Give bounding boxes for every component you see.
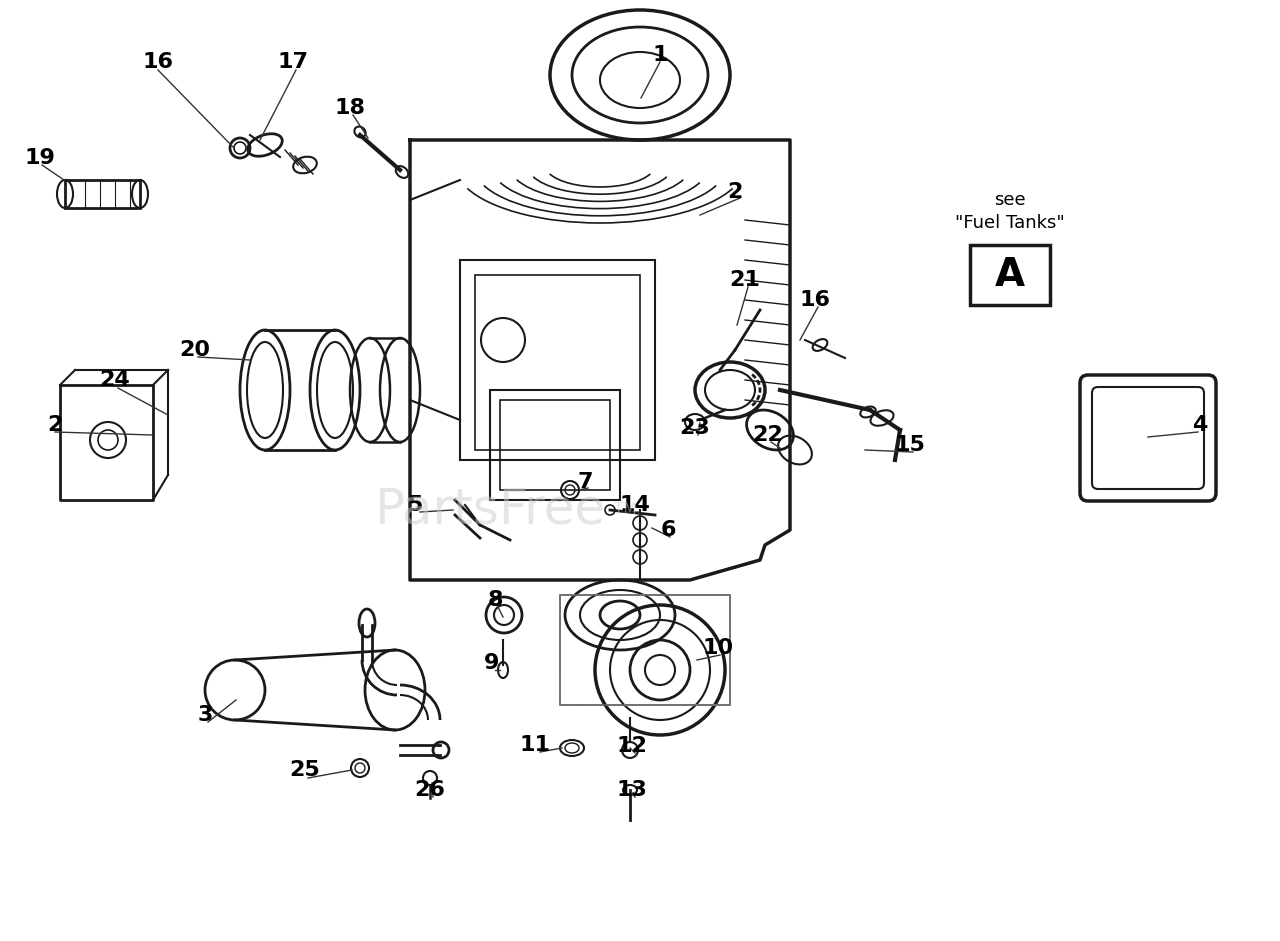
Bar	[561, 595, 730, 705]
Bar	[475, 275, 640, 450]
Text: "Fuel Tanks": "Fuel Tanks"	[955, 214, 1065, 232]
Text: 25: 25	[289, 760, 320, 780]
Text: 23: 23	[680, 418, 710, 438]
Text: 14: 14	[620, 495, 650, 515]
Text: 16: 16	[800, 290, 831, 310]
Text: 21: 21	[730, 270, 760, 290]
Bar	[970, 245, 1050, 305]
Text: 22: 22	[753, 425, 783, 445]
Text: PartsFree: PartsFree	[375, 486, 605, 534]
Text: TM: TM	[613, 502, 636, 518]
Text: 8: 8	[488, 590, 503, 610]
Text: 13: 13	[617, 780, 648, 800]
Text: 4: 4	[1192, 415, 1208, 435]
Text: 26: 26	[415, 780, 445, 800]
Text: 2: 2	[47, 415, 63, 435]
Text: 5: 5	[407, 495, 422, 515]
Bar	[65, 180, 140, 208]
Text: 6: 6	[660, 520, 676, 540]
Bar	[460, 260, 655, 460]
Text: 15: 15	[895, 435, 925, 455]
Bar	[561, 595, 730, 705]
Bar	[490, 390, 620, 500]
Text: 16: 16	[142, 52, 174, 72]
Text: 11: 11	[520, 735, 550, 755]
Text: 1: 1	[653, 45, 668, 65]
Polygon shape	[60, 385, 154, 500]
Text: 10: 10	[703, 638, 733, 658]
Text: 7: 7	[577, 472, 593, 492]
Text: see: see	[995, 191, 1025, 209]
Text: 3: 3	[197, 705, 212, 725]
Text: A: A	[995, 256, 1025, 294]
Text: 9: 9	[484, 653, 499, 673]
Text: 18: 18	[334, 98, 366, 118]
Text: 19: 19	[24, 148, 55, 168]
Polygon shape	[410, 140, 790, 580]
Text: 20: 20	[179, 340, 210, 360]
Text: 12: 12	[617, 736, 648, 756]
Bar	[500, 400, 611, 490]
Text: 24: 24	[100, 370, 131, 390]
Text: 2: 2	[727, 182, 742, 202]
Text: 17: 17	[278, 52, 308, 72]
